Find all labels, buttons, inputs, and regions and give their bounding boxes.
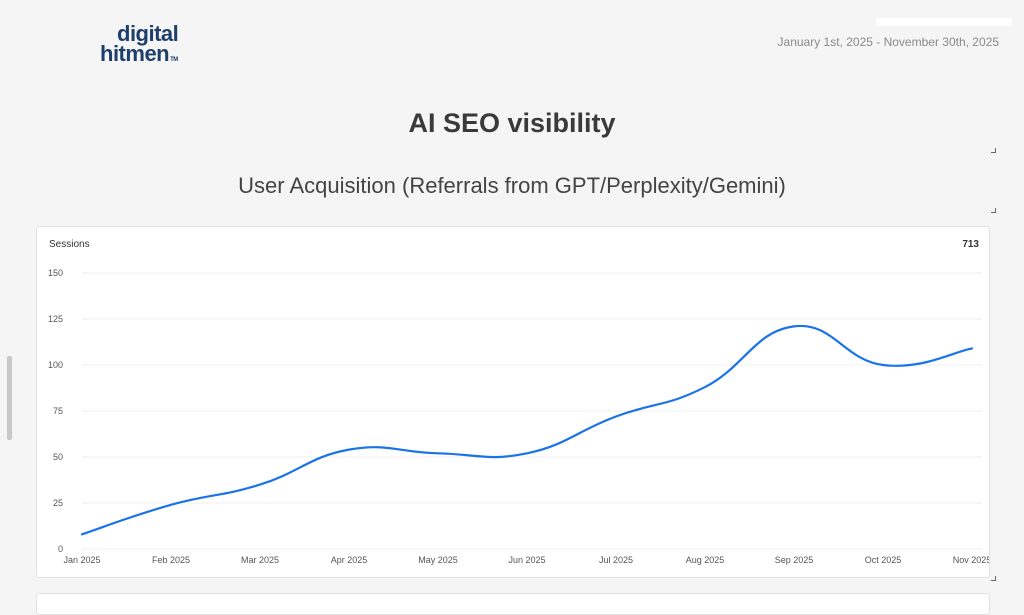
page-scrollbar[interactable] bbox=[7, 356, 12, 440]
next-chart-card bbox=[36, 593, 990, 615]
date-range[interactable]: January 1st, 2025 - November 30th, 2025 bbox=[777, 35, 999, 49]
y-tick-label: 75 bbox=[53, 406, 63, 416]
data-point[interactable] bbox=[704, 386, 706, 388]
report-page: digital hitmenTM January 1st, 2025 - Nov… bbox=[7, 18, 1012, 615]
y-tick-label: 100 bbox=[48, 360, 63, 370]
x-tick-label: Apr 2025 bbox=[331, 555, 368, 565]
x-tick-label: Nov 2025 bbox=[953, 555, 989, 565]
data-point[interactable] bbox=[882, 364, 884, 366]
data-point[interactable] bbox=[437, 452, 439, 454]
digital-hitmen-logo: digital hitmenTM bbox=[100, 21, 179, 70]
logo-line2-text: hitmen bbox=[100, 41, 170, 66]
data-point[interactable] bbox=[170, 504, 172, 506]
x-tick-label: Jan 2025 bbox=[63, 555, 100, 565]
data-point[interactable] bbox=[348, 449, 350, 451]
resize-handle[interactable] bbox=[991, 148, 996, 153]
header-blank-box bbox=[876, 18, 1012, 26]
section-title: User Acquisition (Referrals from GPT/Per… bbox=[238, 173, 786, 198]
y-tick-label: 125 bbox=[48, 314, 63, 324]
card-metric-label: Sessions bbox=[49, 239, 90, 250]
x-tick-label: May 2025 bbox=[418, 555, 458, 565]
data-point[interactable] bbox=[81, 533, 83, 535]
data-point[interactable] bbox=[971, 347, 973, 349]
x-tick-label: Oct 2025 bbox=[865, 555, 902, 565]
x-tick-label: Feb 2025 bbox=[152, 555, 190, 565]
sessions-line-chart: 0 25 50 75 100 125 150 Jan 2025 Feb 2025 Mar 2025… bbox=[48, 268, 989, 565]
logo-line2: hitmenTM bbox=[100, 41, 178, 70]
logo-line1: digital bbox=[117, 21, 179, 46]
data-point[interactable] bbox=[259, 484, 261, 486]
data-point[interactable] bbox=[615, 416, 617, 418]
y-tick-label: 25 bbox=[53, 498, 63, 508]
sessions-series-line[interactable] bbox=[80, 324, 974, 536]
resize-handle[interactable] bbox=[991, 576, 996, 581]
y-tick-label: 150 bbox=[48, 268, 63, 278]
card-metric-total: 713 bbox=[962, 239, 979, 250]
logo-trademark: TM bbox=[170, 57, 178, 63]
resize-handle[interactable] bbox=[991, 208, 996, 213]
page-title: AI SEO visibility bbox=[408, 108, 616, 138]
x-tick-label: Sep 2025 bbox=[775, 555, 814, 565]
data-point[interactable] bbox=[526, 452, 528, 454]
sessions-chart-card: Sessions 713 0 25 50 75 100 125 150 Jan 2025 Feb… bbox=[36, 226, 990, 578]
x-tick-label: Jun 2025 bbox=[508, 555, 545, 565]
y-tick-label: 50 bbox=[53, 452, 63, 462]
x-tick-label: Mar 2025 bbox=[241, 555, 279, 565]
y-tick-label: 0 bbox=[58, 544, 63, 554]
x-tick-label: Jul 2025 bbox=[599, 555, 633, 565]
x-tick-label: Aug 2025 bbox=[686, 555, 725, 565]
data-point[interactable] bbox=[793, 325, 795, 327]
